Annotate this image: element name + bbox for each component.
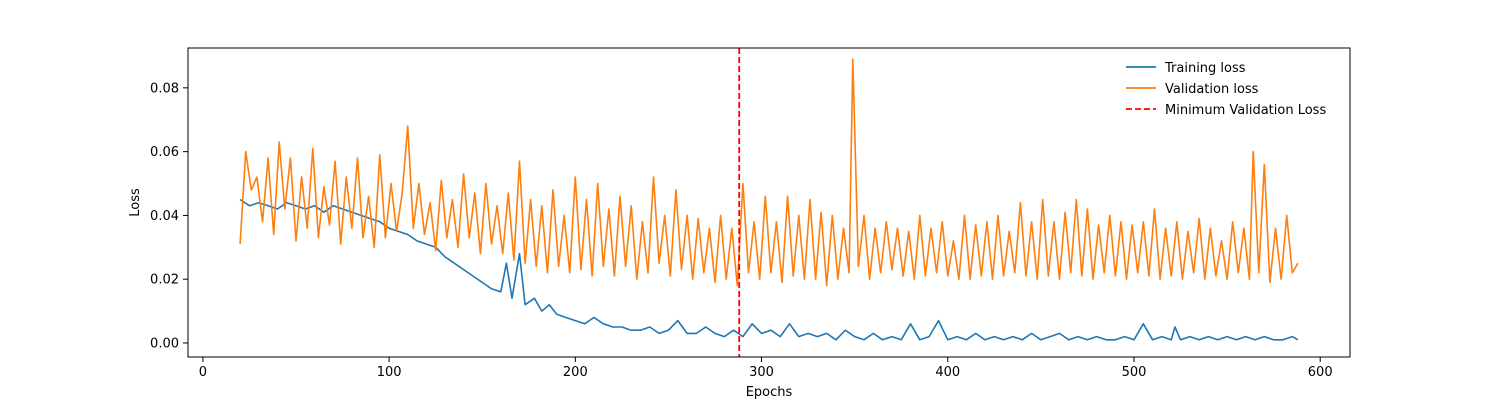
- y-axis: 0.00 0.02 0.04 0.06 0.08: [150, 81, 188, 351]
- x-axis-label: Epochs: [746, 385, 793, 400]
- plot-frame: [187, 47, 1351, 358]
- y-tick-label: 0.08: [150, 81, 179, 96]
- plot-area: [187, 47, 1351, 358]
- x-tick-label: 600: [1308, 365, 1333, 380]
- x-axis: 0 100 200 300 400 500 600: [199, 357, 1333, 380]
- y-axis-label: Loss: [128, 188, 143, 217]
- series-line-training-loss: [239, 198, 1299, 341]
- x-tick-label: 200: [563, 365, 588, 380]
- x-tick-label: 0: [199, 365, 207, 380]
- legend: Training loss Validation loss Minimum Vali…: [1126, 61, 1326, 118]
- x-tick-label: 300: [749, 365, 774, 380]
- legend-label: Validation loss: [1165, 82, 1259, 97]
- x-tick-label: 100: [377, 365, 402, 380]
- legend-label: Minimum Validation Loss: [1165, 103, 1326, 118]
- y-tick-label: 0.02: [150, 273, 179, 288]
- y-tick-label: 0.04: [150, 209, 179, 224]
- legend-label: Training loss: [1164, 61, 1246, 76]
- x-tick-label: 500: [1122, 365, 1147, 380]
- x-tick-label: 400: [935, 365, 960, 380]
- series-line-validation-loss: [239, 58, 1299, 287]
- y-tick-label: 0.00: [150, 336, 179, 351]
- y-tick-label: 0.06: [150, 145, 179, 160]
